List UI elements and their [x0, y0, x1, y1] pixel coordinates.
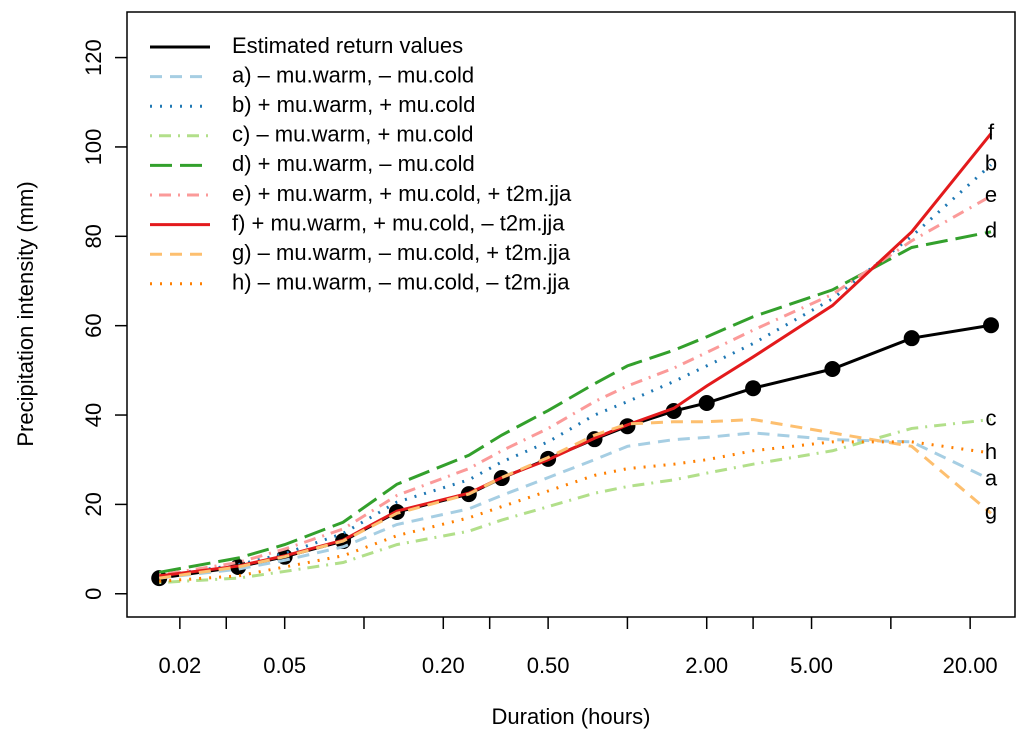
end-label: d [985, 218, 997, 243]
x-tick-label: 0.05 [263, 653, 306, 678]
y-axis-title: Precipitation intensity (mm) [13, 181, 38, 446]
x-tick-label: 2.00 [685, 653, 728, 678]
data-point [745, 380, 762, 397]
y-tick-label: 60 [81, 313, 106, 337]
x-tick-label: 5.00 [790, 653, 833, 678]
data-point [983, 317, 1000, 334]
end-label: a [985, 466, 998, 491]
data-point [824, 361, 841, 378]
series-line [158, 230, 992, 574]
y-tick-label: 40 [81, 403, 106, 427]
legend-label: c) – mu.warm, + mu.cold [232, 122, 473, 147]
end-label: c [986, 405, 997, 430]
x-axis-title: Duration (hours) [492, 704, 651, 729]
legend-label: Estimated return values [232, 33, 463, 58]
x-tick-label: 0.02 [158, 653, 201, 678]
y-tick-label: 120 [81, 39, 106, 76]
plot-box [126, 11, 1016, 618]
y-tick-label: 0 [81, 588, 106, 600]
series-line [158, 194, 992, 577]
y-tick-label: 20 [81, 492, 106, 516]
data-point [903, 330, 920, 347]
series-line [159, 163, 993, 578]
legend-label: g) – mu.warm, – mu.cold, + t2m.jja [232, 240, 571, 265]
end-label: h [985, 439, 997, 464]
legend-label: b) + mu.warm, + mu.cold [232, 92, 475, 117]
legend-label: f) + mu.warm, + mu.cold, – t2m.jja [232, 210, 565, 235]
legend-label: a) – mu.warm, – mu.cold [232, 62, 474, 87]
legend-label: d) + mu.warm, – mu.cold [232, 151, 475, 176]
series-line [159, 440, 992, 583]
series-line [159, 418, 992, 585]
y-tick-label: 100 [81, 129, 106, 166]
end-label: e [985, 182, 997, 207]
y-tick-label: 80 [81, 224, 106, 248]
data-point [698, 394, 715, 411]
x-tick-label: 20.00 [943, 653, 998, 678]
x-tick-label: 0.20 [422, 653, 465, 678]
series-line [159, 323, 992, 580]
end-label: g [985, 499, 997, 524]
end-label: f [988, 119, 995, 144]
end-label: b [985, 151, 997, 176]
legend-label: e) + mu.warm, + mu.cold, + t2m.jja [232, 181, 572, 206]
series-line [159, 417, 992, 580]
x-tick-label: 0.50 [527, 653, 570, 678]
series-line [159, 132, 993, 578]
legend-label: h) – mu.warm, – mu.cold, – t2m.jja [232, 270, 570, 295]
series-line [159, 431, 992, 580]
